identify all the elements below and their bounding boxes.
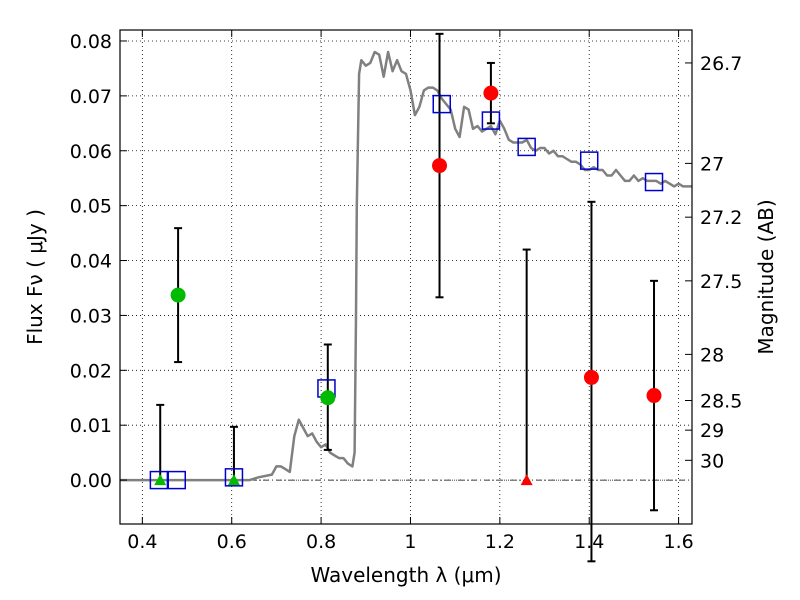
- green-upper-limit-triangle: [154, 474, 167, 486]
- y-tick-labels: 0.00 0.01 0.02 0.03 0.04 0.05 0.06 0.07 0.08: [70, 31, 112, 492]
- model-bandpass-square: [517, 137, 536, 157]
- model-bandpass-square: [167, 470, 187, 490]
- red-data-point: [432, 158, 448, 174]
- model-bandpass-square: [149, 470, 169, 490]
- red-data-point: [483, 85, 499, 101]
- grid-lines: [120, 30, 692, 524]
- green-upper-limit-triangle: [227, 474, 240, 486]
- x-tick-label: 1.2: [485, 531, 515, 553]
- green-data-point: [170, 287, 186, 303]
- model-bandpass-square: [481, 111, 501, 130]
- magnitude-tick-label: 27: [700, 153, 724, 175]
- y-tick-label: 0.07: [70, 86, 112, 108]
- x-tick-label: 0.6: [217, 531, 247, 553]
- magnitude-tick-label: 27.2: [700, 207, 742, 229]
- y-tick-label: 0.06: [70, 141, 112, 163]
- magnitude-tick-labels: 26.7 27 27.2 27.5 28 28.5 29 30: [700, 53, 742, 472]
- y-tick-label: 0.02: [70, 360, 112, 382]
- plot-frame: [119, 29, 693, 525]
- magnitude-tick-label: 28.5: [700, 391, 742, 413]
- x-tick-label: 1.6: [663, 531, 693, 553]
- data-markers: [149, 85, 664, 490]
- right-axis-label: Magnitude (AB): [754, 199, 778, 354]
- y-tick-label: 0.05: [70, 196, 112, 218]
- red-data-point: [583, 369, 599, 385]
- x-tick-label: 1.4: [574, 531, 604, 553]
- model-spectrum: [120, 50, 692, 482]
- model-bandpass-square: [224, 468, 244, 487]
- model-bandpass-square: [579, 151, 599, 170]
- red-upper-limit-triangle: [520, 474, 533, 486]
- axis-ticks: [120, 30, 692, 524]
- magnitude-tick-label: 26.7: [700, 53, 742, 75]
- y-tick-label: 0.00: [70, 470, 112, 492]
- model-bandpass-square: [644, 172, 664, 192]
- y-tick-label: 0.03: [70, 305, 112, 327]
- x-tick-label: 1: [404, 531, 416, 553]
- x-tick-label: 0.4: [127, 531, 157, 553]
- x-tick-labels: 0.4 0.6 0.8 1 1.2 1.4 1.6: [127, 531, 693, 553]
- green-data-point: [320, 390, 336, 406]
- y-tick-label: 0.01: [70, 415, 112, 437]
- y-tick-label: 0.08: [70, 31, 112, 53]
- magnitude-tick-label: 28: [700, 344, 724, 366]
- red-data-point: [646, 388, 662, 404]
- y-tick-label: 0.04: [70, 251, 112, 273]
- model-bandpass-square: [432, 94, 451, 114]
- y-axis-label: Flux Fν ( μJy ): [23, 209, 47, 345]
- magnitude-tick-label: 30: [700, 450, 724, 472]
- magnitude-tick-label: 27.5: [700, 271, 742, 293]
- x-axis-label: Wavelength λ (μm): [310, 563, 501, 587]
- magnitude-tick-label: 29: [700, 420, 724, 442]
- model-spectrum-line: [120, 50, 692, 482]
- x-tick-label: 0.8: [306, 531, 336, 553]
